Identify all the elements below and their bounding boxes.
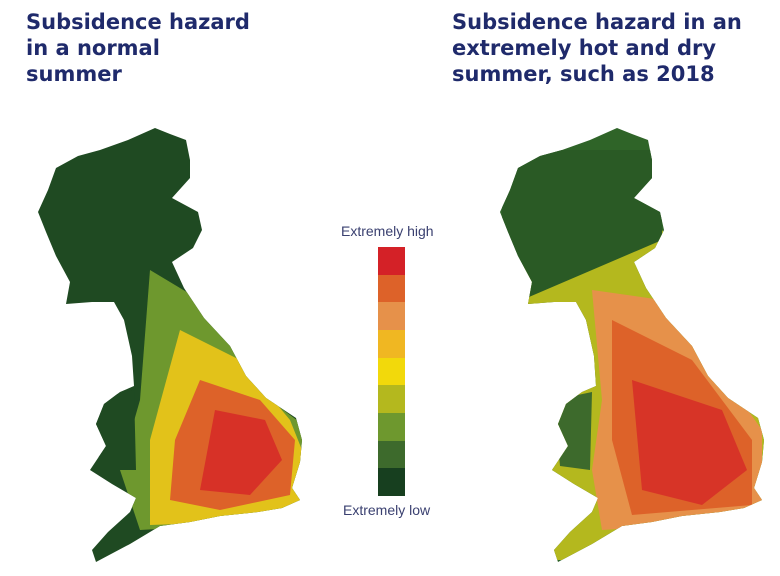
legend-high-label: Extremely high	[341, 223, 434, 239]
legend-low-label: Extremely low	[343, 502, 431, 518]
legend-swatch-4	[378, 330, 405, 358]
legend-swatch-2	[378, 274, 405, 303]
legend-swatch-9	[378, 468, 405, 497]
right-map-title: Subsidence hazard in an extremely hot an…	[452, 10, 742, 86]
legend-swatch-7	[378, 413, 405, 441]
legend-swatch-8	[378, 440, 405, 469]
legend-swatch-6	[378, 385, 405, 414]
map-normal-summer	[38, 128, 302, 562]
left-map-title: Subsidence hazard in a normal summer	[26, 10, 250, 86]
map-hot-dry-summer	[500, 128, 764, 562]
legend-swatch-5	[378, 357, 405, 386]
hazard-color-scale	[378, 247, 405, 497]
legend-swatch-1	[378, 247, 405, 275]
legend-swatch-3	[378, 302, 405, 331]
